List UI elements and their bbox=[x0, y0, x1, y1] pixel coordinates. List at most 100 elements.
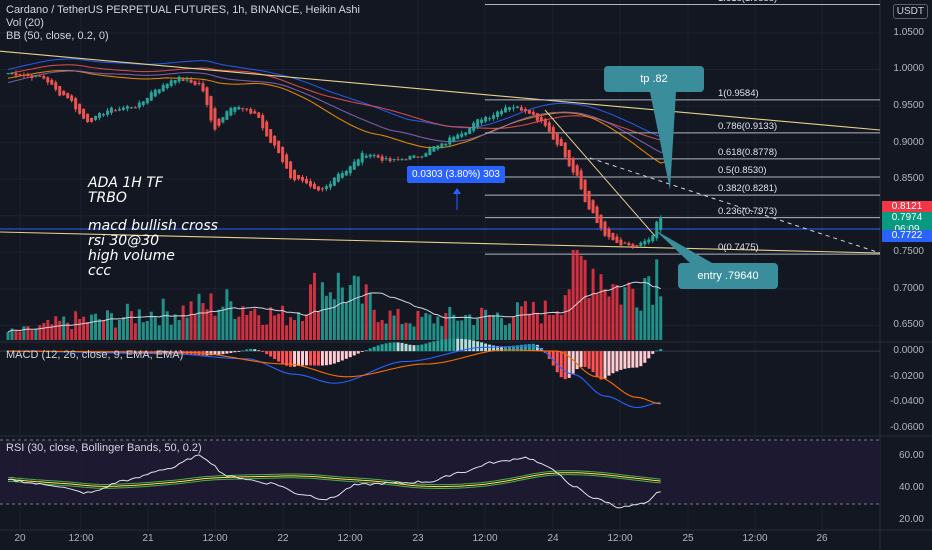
moving-average-line bbox=[7, 70, 671, 153]
macd-histogram-bar bbox=[241, 350, 245, 352]
volume-bar bbox=[249, 310, 253, 340]
macd-histogram-bar bbox=[480, 342, 484, 352]
volume-bar bbox=[324, 295, 328, 340]
volume-bar bbox=[62, 316, 66, 340]
macd-histogram-bar bbox=[655, 350, 659, 352]
macd-histogram-bar bbox=[476, 341, 480, 352]
candle-body bbox=[269, 129, 273, 143]
candle-body bbox=[436, 145, 440, 149]
candle-body bbox=[635, 245, 639, 247]
macd-histogram-bar bbox=[647, 351, 651, 359]
candle-body bbox=[360, 152, 364, 163]
candle-body bbox=[372, 155, 376, 157]
volume-bar bbox=[659, 296, 663, 340]
volume-bar bbox=[253, 308, 257, 340]
macd-histogram-bar bbox=[384, 343, 388, 352]
volume-bar bbox=[340, 287, 344, 340]
volume-bar bbox=[109, 313, 113, 340]
macd-tick-label: -0.0400 bbox=[890, 396, 924, 408]
candle-body bbox=[297, 174, 301, 179]
rsi-ma-line bbox=[7, 472, 661, 488]
volume-bar bbox=[316, 311, 320, 340]
candle-body bbox=[10, 73, 14, 75]
price-tag: 0.8121 bbox=[882, 200, 932, 213]
candle-body bbox=[277, 140, 281, 154]
macd-histogram-bar bbox=[651, 351, 655, 354]
tp-callout[interactable]: tp .82 bbox=[604, 66, 704, 92]
macd-tick-label: 0.0000 bbox=[893, 345, 924, 357]
macd-histogram-bar bbox=[293, 351, 297, 367]
macd-pane bbox=[0, 338, 880, 409]
rsi-tick-label: 40.00 bbox=[898, 482, 924, 493]
volume-ma-line bbox=[7, 281, 661, 333]
volume-bar bbox=[177, 320, 181, 340]
volume-bar bbox=[42, 322, 46, 340]
chart-title[interactable]: Cardano / TetherUS PERPETUAL FUTURES, 1h… bbox=[6, 4, 360, 16]
macd-histogram-bar bbox=[328, 351, 332, 365]
candle-body bbox=[523, 109, 527, 112]
macd-histogram-bar bbox=[217, 351, 221, 355]
note-line-4: rsi 30@30 bbox=[88, 233, 160, 249]
candle-body bbox=[14, 73, 18, 76]
macd-histogram-bar bbox=[639, 351, 643, 367]
candle-body bbox=[205, 87, 209, 105]
candle-body bbox=[308, 181, 312, 187]
macd-histogram-bar bbox=[456, 338, 460, 352]
volume-bar bbox=[117, 319, 121, 340]
rsi-indicator-label[interactable]: RSI (30, close, Bollinger Bands, 50, 0.2… bbox=[6, 442, 202, 454]
volume-bar bbox=[408, 323, 412, 340]
candle-body bbox=[424, 153, 428, 157]
volume-bar bbox=[94, 313, 98, 340]
candle-body bbox=[225, 111, 229, 120]
candle-body bbox=[547, 122, 551, 132]
volume-bar bbox=[492, 314, 496, 340]
candle-body bbox=[448, 137, 452, 145]
time-tick-label: 22 bbox=[277, 533, 289, 544]
macd-histogram-bar bbox=[305, 351, 308, 366]
volume-bar bbox=[547, 314, 551, 340]
candle-body bbox=[468, 127, 472, 134]
macd-histogram-bar bbox=[261, 351, 265, 352]
volume-bar bbox=[420, 316, 424, 340]
candle-body bbox=[464, 132, 468, 136]
price-range-label[interactable]: 0.0303 (3.80%) 303 bbox=[407, 166, 505, 183]
entry-callout[interactable]: entry .79640 bbox=[678, 263, 778, 289]
candle-body bbox=[217, 118, 221, 126]
candle-body bbox=[301, 176, 305, 181]
macd-histogram-bar bbox=[364, 350, 368, 352]
volume-bar bbox=[58, 320, 62, 340]
candle-body bbox=[551, 127, 555, 140]
macd-indicator-label[interactable]: MACD (12, 26, close, 9, EMA, EMA) bbox=[6, 349, 184, 361]
price-tag-countdown: 06:09 bbox=[882, 224, 932, 236]
candle-body bbox=[109, 107, 113, 113]
volume-bar bbox=[289, 317, 293, 340]
candle-body bbox=[62, 90, 66, 96]
macd-histogram-bar bbox=[492, 345, 496, 352]
candle-body bbox=[22, 74, 26, 76]
volume-bar bbox=[523, 301, 527, 340]
macd-histogram-bar bbox=[396, 342, 400, 352]
candle-body bbox=[456, 134, 460, 139]
volume-bar bbox=[213, 315, 217, 340]
volume-bar bbox=[567, 289, 571, 340]
macd-histogram-bar bbox=[301, 351, 305, 366]
price-tick-label: 0.9500 bbox=[893, 100, 924, 112]
currency-badge[interactable]: USDT bbox=[892, 4, 928, 19]
candle-body bbox=[161, 85, 165, 92]
candle-body bbox=[332, 177, 336, 186]
volume-indicator-label[interactable]: Vol (20) bbox=[6, 17, 44, 29]
macd-histogram-bar bbox=[277, 351, 281, 362]
volume-bar bbox=[70, 329, 74, 340]
candle-body bbox=[153, 89, 157, 97]
dashed-projection bbox=[589, 157, 881, 254]
bb-indicator-label[interactable]: BB (50, close, 0.2, 0) bbox=[6, 30, 109, 42]
volume-bar bbox=[22, 326, 26, 340]
volume-bar bbox=[137, 309, 141, 340]
macd-histogram-bar bbox=[563, 351, 567, 380]
volume-bar bbox=[82, 316, 86, 340]
candle-body bbox=[141, 101, 145, 105]
volume-bar bbox=[432, 323, 436, 340]
candle-body bbox=[257, 112, 261, 118]
candle-body bbox=[82, 108, 86, 119]
